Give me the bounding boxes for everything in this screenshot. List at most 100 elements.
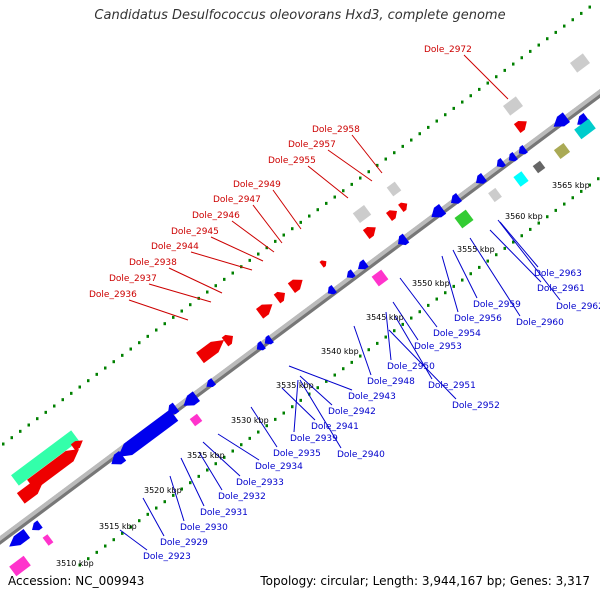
leader-line [281, 387, 316, 421]
tick-dot [121, 531, 124, 535]
leader-line [469, 237, 521, 317]
tick-dot [333, 373, 336, 377]
tick-dot [155, 328, 158, 332]
gene-feature [553, 143, 571, 159]
tick-dot [393, 329, 396, 333]
tick-dot [384, 335, 387, 339]
lower-track-ticks [78, 177, 600, 567]
tick-dot [299, 398, 302, 402]
tick-dot [503, 246, 506, 250]
tick-dot [248, 258, 251, 262]
leader-line [148, 283, 212, 303]
tick-dot [350, 360, 353, 364]
tick-dot [325, 379, 328, 383]
gene-feature [503, 96, 523, 116]
tick-dot [87, 557, 90, 561]
gene-label: Dole_2949 [233, 180, 281, 190]
tick-dot [554, 30, 557, 34]
leader-line [288, 365, 353, 391]
leader-line [190, 251, 253, 271]
tick-dot [112, 360, 115, 364]
gene-label: Dole_2946 [192, 211, 240, 221]
gene-feature [42, 534, 54, 546]
leader-line [293, 379, 299, 433]
tick-dot [333, 195, 336, 199]
tick-dot [469, 272, 472, 276]
gene-label: Dole_2943 [348, 392, 396, 402]
leader-line [198, 451, 223, 491]
tick-dot [223, 455, 226, 459]
tick-dot [27, 423, 30, 427]
gene-feature [256, 304, 273, 319]
tick-dot [359, 176, 362, 180]
gene-label: Dole_2950 [387, 362, 435, 372]
gene-label: Dole_2929 [160, 538, 208, 548]
tick-dot [401, 144, 404, 148]
tick-dot [95, 550, 98, 554]
gene-label: Dole_2944 [151, 242, 199, 252]
tick-dot [461, 278, 464, 282]
gene-label: Dole_2955 [268, 156, 316, 166]
gene-feature [357, 259, 369, 270]
gene-label: Dole_2931 [200, 508, 248, 518]
tick-dot [121, 353, 124, 357]
tick-dot [410, 138, 413, 142]
leader-line [463, 54, 509, 100]
gene-feature [450, 193, 462, 204]
leader-line [119, 529, 148, 551]
tick-dot [401, 322, 404, 326]
tick-dot [282, 233, 285, 237]
tick-dot [265, 246, 268, 250]
gene-feature [287, 279, 303, 293]
gene-feature [532, 160, 546, 174]
tick-dot [155, 506, 158, 510]
scale-label: 3565 kbp [552, 181, 590, 190]
gene-feature [362, 226, 376, 239]
tick-dot [495, 75, 498, 79]
tick-dot [146, 512, 149, 516]
gene-label: Dole_2960 [516, 318, 564, 328]
tick-dot [418, 310, 421, 314]
scale-label: 3550 kbp [412, 279, 450, 288]
tick-dot [537, 43, 540, 47]
upper-gene-labels: Dole_2972 Dole_2958 Dole_2957 Dole_2955 Dole… [89, 45, 472, 300]
tick-dot [571, 196, 574, 200]
leader-line [299, 379, 342, 449]
tick-dot [291, 227, 294, 231]
tick-dot [537, 221, 540, 225]
tick-dot [265, 424, 268, 428]
tick-dot [231, 271, 234, 275]
tick-dot [257, 252, 260, 256]
gene-feature [475, 173, 487, 184]
tick-dot [367, 348, 370, 352]
gene-label: Dole_2958 [312, 125, 360, 135]
upper-leader-lines [128, 54, 509, 321]
gene-feature [70, 440, 83, 451]
tick-dot [70, 391, 73, 395]
leader-line [353, 325, 372, 376]
gene-feature [553, 112, 570, 127]
gene-feature [397, 233, 410, 246]
tick-dot [444, 113, 447, 117]
tick-dot [588, 5, 591, 9]
leader-line [142, 497, 165, 537]
tick-dot [163, 500, 166, 504]
gene-feature [518, 145, 528, 155]
leader-line [489, 229, 542, 283]
tick-dot [240, 443, 243, 447]
tick-dot [571, 18, 574, 22]
tick-dot [427, 303, 430, 307]
tick-dot [214, 462, 217, 466]
tick-dot [291, 405, 294, 409]
gene-feature [508, 152, 518, 162]
gene-feature [273, 291, 286, 304]
tick-dot [206, 290, 209, 294]
leader-line [202, 441, 241, 477]
tick-dot [308, 214, 311, 218]
gene-label: Dole_2962 [556, 302, 600, 312]
tick-dot [520, 56, 523, 60]
tick-dot [350, 182, 353, 186]
scale-label: 3545 kbp [366, 313, 404, 322]
accession-label: Accession: NC_009943 [8, 574, 145, 588]
